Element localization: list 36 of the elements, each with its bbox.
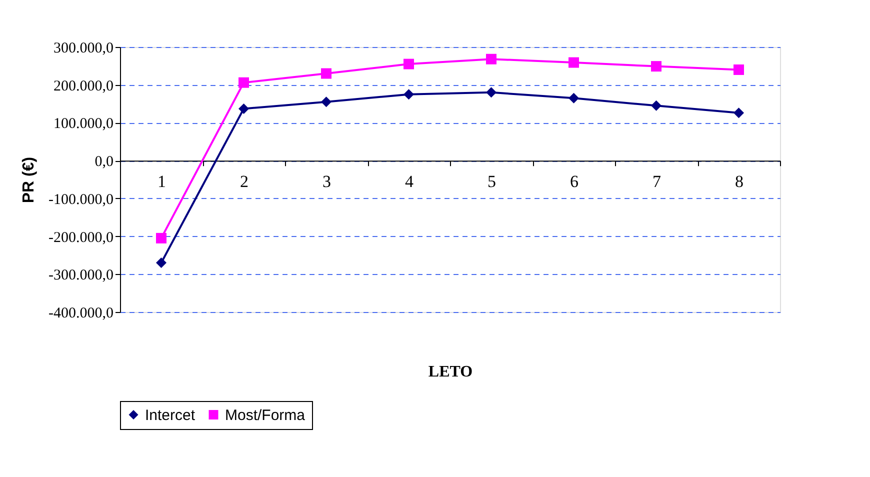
point: [238, 103, 249, 114]
y-tick-label: 200.000,0: [54, 78, 114, 94]
y-tick-label: 0,0: [94, 154, 114, 170]
point: [321, 68, 332, 79]
point: [734, 108, 744, 118]
legend-label: Most/Forma: [225, 406, 306, 424]
point: [486, 87, 496, 98]
x-tick-label: 4: [405, 172, 414, 192]
point: [651, 100, 662, 111]
y-tick-label: -300.000,0: [48, 268, 114, 284]
point: [734, 64, 744, 75]
x-tick-label: 6: [570, 172, 578, 192]
point: [404, 89, 414, 100]
legend-label: Intercet: [145, 406, 196, 424]
point: [568, 57, 579, 68]
y-tick-label: 100.000,0: [54, 116, 114, 132]
y-tick-label: 300.000,0: [54, 40, 114, 56]
y-tick-label: -100.000,0: [48, 192, 114, 208]
point: [486, 54, 496, 64]
point: [568, 92, 579, 104]
point: [156, 258, 166, 268]
point: [321, 96, 332, 108]
point: [404, 58, 414, 70]
point: [156, 232, 166, 244]
x-tick-label: 8: [735, 172, 744, 192]
y-tick-label: -400.000,0: [48, 306, 114, 322]
point: [238, 77, 249, 88]
x-tick-label: 2: [240, 172, 248, 192]
y-tick-label: -200.000,0: [48, 230, 114, 246]
y-axis-title: PR (€): [20, 156, 38, 204]
x-tick-label: 3: [322, 172, 331, 192]
point: [651, 61, 662, 72]
x-tick-label: 1: [158, 172, 166, 192]
x-axis-title: LETO: [428, 364, 473, 380]
x-tick-label: 5: [488, 172, 496, 192]
x-tick-label: 7: [652, 172, 662, 192]
